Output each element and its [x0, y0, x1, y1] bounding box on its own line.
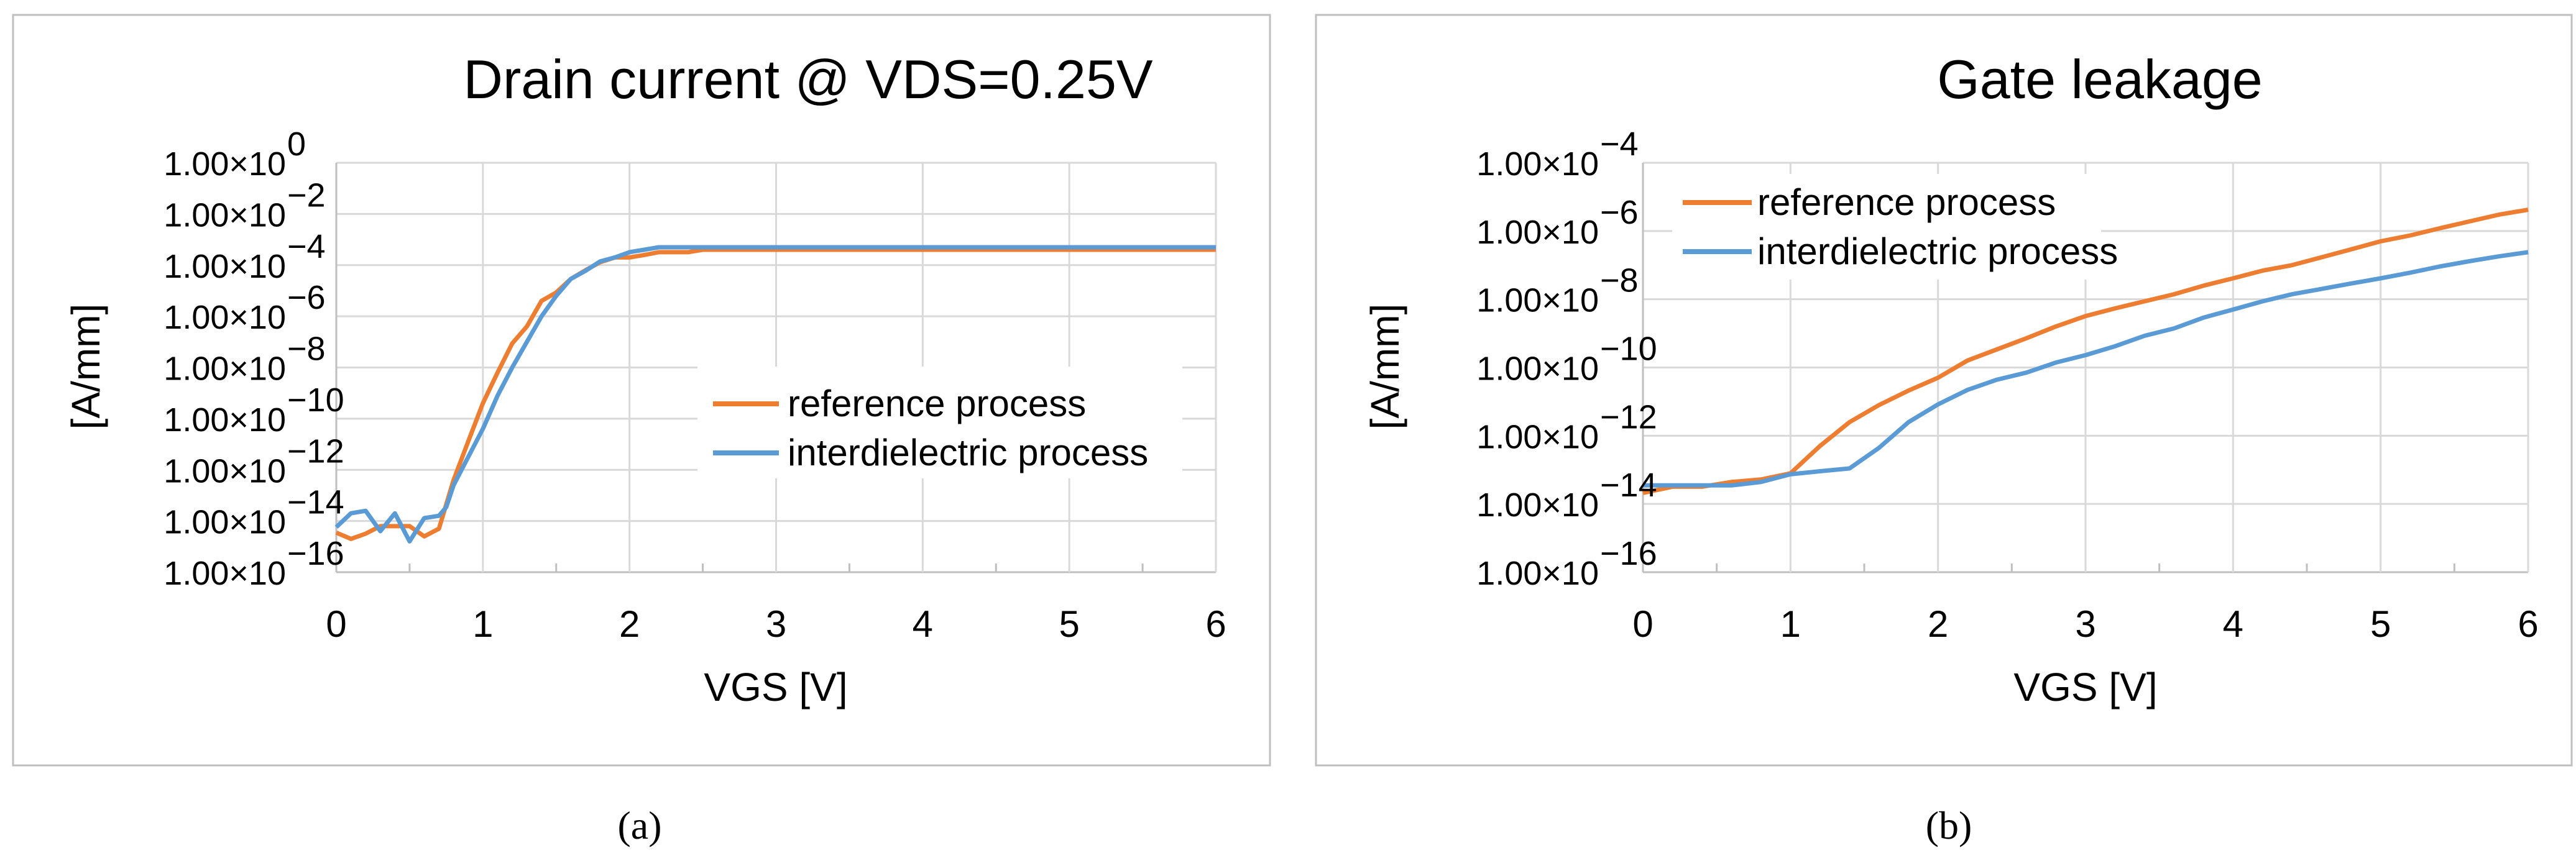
y-tick-exponent: −16: [287, 535, 344, 572]
y-tick-label: 1.00×10: [1476, 418, 1599, 455]
y-tick-exponent: −14: [1600, 467, 1657, 504]
legend-label-interdielectric: interdielectric process: [788, 432, 1148, 473]
x-tick-label: 5: [2370, 603, 2391, 645]
x-tick-label: 1: [1780, 603, 1801, 645]
legend: reference process interdielectric proces…: [1672, 174, 2118, 280]
y-tick-label: 1.00×10: [1476, 145, 1599, 183]
legend-label-interdielectric: interdielectric process: [1757, 230, 2118, 272]
y-tick-exponent: −2: [287, 176, 326, 214]
caption-b: (b): [1926, 803, 1972, 847]
x-tick-label: 6: [1205, 603, 1226, 645]
x-tick-label: 2: [1928, 603, 1948, 645]
chart-panel-b: Gate leakage 1.00×10−41.00×10−61.00×10−8…: [1315, 14, 2573, 847]
y-tick-label: 1.00×10: [163, 350, 286, 388]
chart-panel-a: Drain current @ VDS=0.25V 1.00×1001.00×1…: [12, 14, 1271, 847]
y-tick-exponent: −8: [1600, 262, 1639, 299]
y-tick-label: 1.00×10: [163, 452, 286, 490]
legend: reference process interdielectric proces…: [697, 367, 1182, 478]
x-tick-label: 6: [2518, 603, 2538, 645]
chart-title: Drain current @ VDS=0.25V: [463, 48, 1152, 110]
y-tick-exponent: −16: [1600, 535, 1657, 572]
legend-label-reference: reference process: [1757, 181, 2056, 223]
x-tick-label: 3: [2075, 603, 2095, 645]
chart-title: Gate leakage: [1937, 48, 2263, 110]
tick-labels: 1.00×10−41.00×10−61.00×10−81.00×10−101.0…: [1476, 125, 2538, 645]
x-tick-label: 0: [1632, 603, 1653, 645]
y-tick-exponent: −6: [287, 279, 326, 316]
y-tick-label: 1.00×10: [163, 248, 286, 285]
caption-a: (a): [617, 803, 661, 847]
x-tick-label: 4: [2223, 603, 2243, 645]
y-tick-label: 1.00×10: [163, 555, 286, 592]
series-line-reference: [335, 247, 1216, 541]
x-tick-label: 2: [619, 603, 640, 645]
series: [334, 245, 1216, 544]
y-tick-exponent: −14: [287, 484, 344, 521]
y-tick-exponent: −4: [287, 228, 326, 265]
x-tick-label: 0: [326, 603, 346, 645]
series-line-interdielectric: [334, 245, 1216, 544]
y-tick-exponent: −10: [287, 381, 344, 419]
y-tick-label: 1.00×10: [1476, 486, 1599, 524]
y-tick-exponent: −6: [1600, 194, 1639, 231]
y-tick-exponent: 0: [287, 125, 306, 163]
legend-label-reference: reference process: [788, 383, 1086, 424]
x-tick-label: 1: [472, 603, 493, 645]
chart-frame: [1315, 14, 2573, 767]
y-tick-exponent: −12: [1600, 398, 1657, 436]
series-line-interdielectric: [1643, 250, 2529, 488]
y-tick-label: 1.00×10: [1476, 214, 1599, 251]
legend-background: [1672, 174, 2101, 280]
y-tick-label: 1.00×10: [163, 401, 286, 439]
y-tick-label: 1.00×10: [163, 504, 286, 541]
y-tick-exponent: −8: [287, 331, 326, 368]
x-tick-label: 4: [913, 603, 933, 645]
y-axis-label: [A/mm]: [63, 304, 108, 430]
x-tick-label: 3: [766, 603, 786, 645]
y-tick-label: 1.00×10: [1476, 555, 1599, 592]
x-axis-label: VGS [V]: [2013, 665, 2157, 709]
y-tick-label: 1.00×10: [1476, 282, 1599, 319]
series: [1642, 208, 2529, 495]
y-tick-exponent: −10: [1600, 331, 1657, 368]
y-tick-exponent: −4: [1600, 125, 1639, 163]
x-tick-label: 5: [1059, 603, 1079, 645]
y-tick-label: 1.00×10: [1476, 350, 1599, 388]
y-tick-label: 1.00×10: [163, 196, 286, 234]
x-axis-label: VGS [V]: [704, 665, 847, 709]
y-axis-label: [A/mm]: [1363, 304, 1407, 430]
tick-labels: 1.00×1001.00×10−21.00×10−41.00×10−61.00×…: [163, 125, 1226, 645]
y-tick-label: 1.00×10: [163, 145, 286, 183]
legend-background: [697, 367, 1182, 478]
y-tick-exponent: −12: [287, 432, 344, 470]
y-tick-label: 1.00×10: [163, 299, 286, 336]
